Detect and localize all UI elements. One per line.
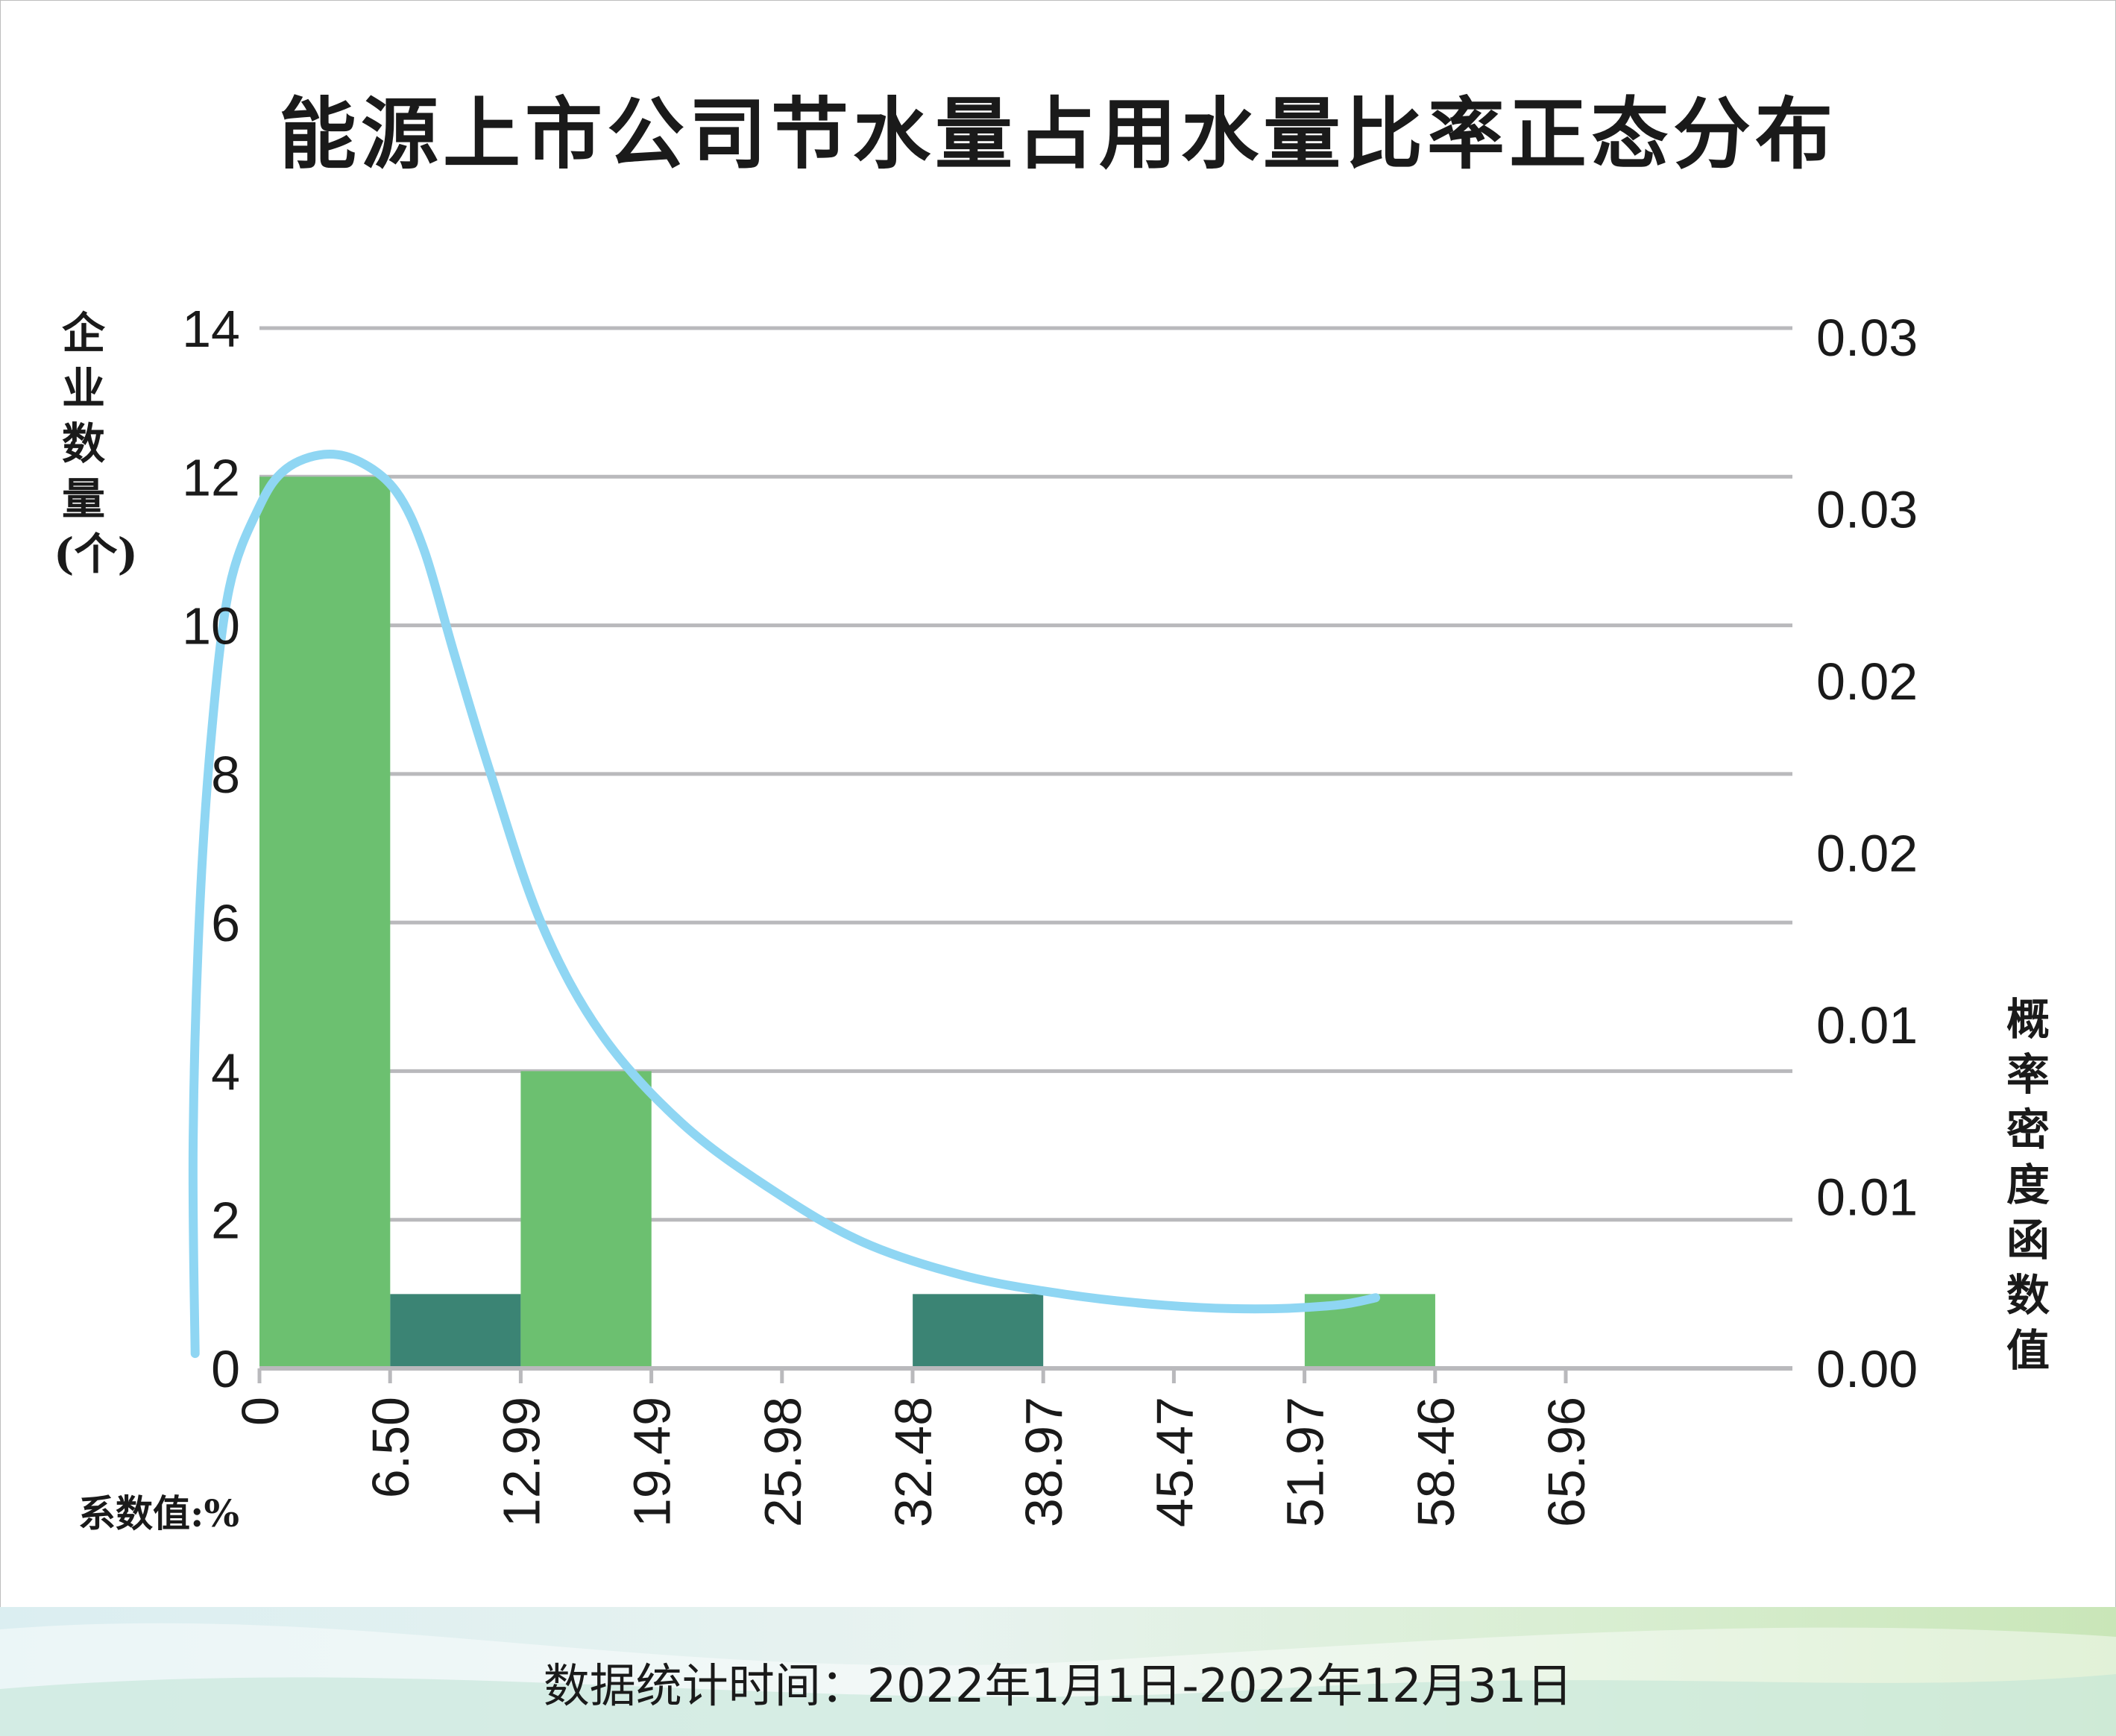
y-tick-label-right: 0.03 xyxy=(1816,309,1918,367)
chart-title: 能源上市公司节水量占用水量比率正态分布 xyxy=(278,88,1837,180)
x-tick-label: 32.48 xyxy=(884,1397,942,1527)
x-tick-label: 25.98 xyxy=(754,1397,812,1527)
y-tick-label-left: 0 xyxy=(211,1340,240,1398)
histogram-chart: 0 2 4 6 8 10 12 14 0.00 0.01 0.01 0.02 0.02 0.03 0.03… xyxy=(182,300,1918,1527)
x-tick-label: 58.46 xyxy=(1407,1397,1465,1527)
unit-note: 系数值:% xyxy=(78,1491,239,1535)
y-tick-label-right: 0.03 xyxy=(1816,481,1918,539)
x-tick-label: 19.49 xyxy=(623,1397,681,1527)
histogram-bar xyxy=(259,477,391,1369)
histogram-bar xyxy=(913,1294,1044,1368)
histogram-bar xyxy=(520,1071,652,1368)
x-tick-label: 65.96 xyxy=(1537,1397,1596,1527)
x-tick-label: 0 xyxy=(231,1397,289,1426)
y-tick-label-right: 0.02 xyxy=(1816,652,1918,711)
y-tick-label-right: 0.02 xyxy=(1816,825,1918,883)
y-tick-label-left: 10 xyxy=(182,597,240,655)
y-tick-label-left: 12 xyxy=(182,448,240,506)
y-tick-label-right: 0.00 xyxy=(1816,1340,1918,1398)
x-tick-label: 6.50 xyxy=(362,1397,420,1498)
decorative-wave xyxy=(0,1623,2116,1736)
footer-date-range: 数据统计时间：2022年1月1日-2022年12月31日 xyxy=(543,1658,1573,1713)
y-tick-label-left: 6 xyxy=(211,894,240,952)
left-axis-label: 企业数量(个) xyxy=(54,308,138,579)
y-tick-label-left: 14 xyxy=(182,300,240,358)
y-tick-label-left: 8 xyxy=(211,746,240,804)
y-tick-label-left: 2 xyxy=(211,1192,240,1250)
density-curve xyxy=(188,450,1381,1359)
right-axis-label: 概率密度函数值 xyxy=(2006,994,2050,1376)
x-tick-label: 38.97 xyxy=(1015,1397,1073,1527)
y-tick-label-right: 0.01 xyxy=(1816,1169,1918,1227)
histogram-bar xyxy=(390,1294,521,1368)
x-tick-label: 45.47 xyxy=(1145,1397,1203,1527)
x-tick-label: 12.99 xyxy=(492,1397,550,1527)
footer-band xyxy=(0,1607,2116,1736)
y-tick-label-right: 0.01 xyxy=(1816,996,1918,1054)
x-tick-label: 51.97 xyxy=(1276,1397,1335,1527)
y-tick-label-left: 4 xyxy=(211,1042,240,1101)
